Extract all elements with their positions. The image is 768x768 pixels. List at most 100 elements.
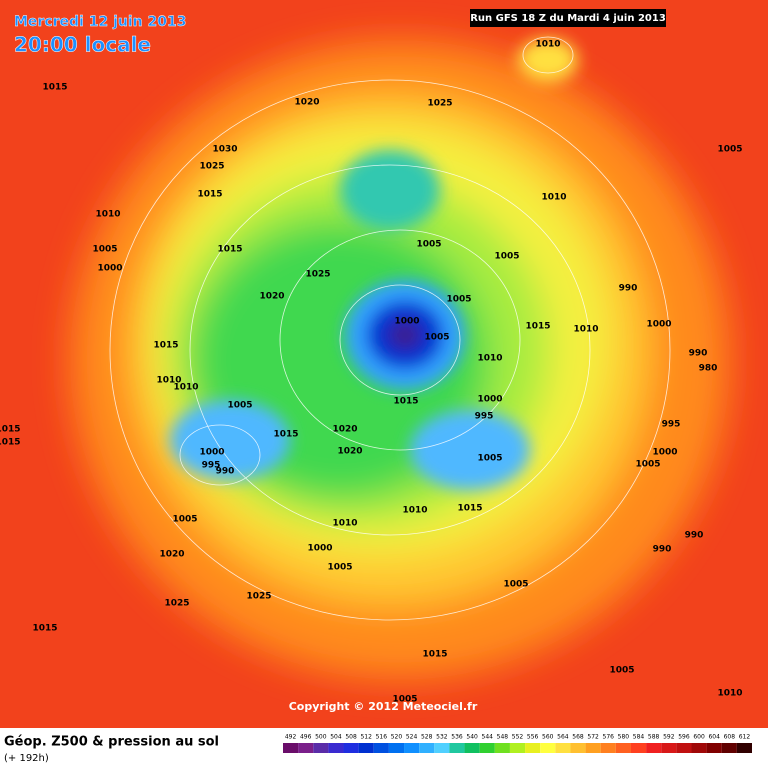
isobar-label: 1005 [717, 145, 742, 155]
scale-swatch [525, 743, 541, 753]
scale-label: 504 [330, 734, 342, 741]
scale-label: 540 [466, 734, 478, 741]
isobar-label: 1005 [327, 563, 352, 573]
scale-label: 548 [497, 734, 509, 741]
isobar-label: 1000 [646, 320, 671, 330]
scale-swatch [373, 743, 389, 753]
footer-lead: (+ 192h) [4, 753, 49, 764]
scale-swatch [479, 743, 495, 753]
isobar-label: 1025 [164, 599, 189, 609]
scale-label: 516 [376, 734, 388, 741]
isobar-label: 1005 [92, 245, 117, 255]
isobar-labels: 1010 1015 1020 1025 1030 1005 1025 1015 1010 1010… [0, 40, 743, 705]
isobar-label: 1010 [573, 325, 598, 335]
isobar-label: 1020 [259, 292, 284, 302]
isobar-label: 1025 [246, 592, 271, 602]
scale-label: 544 [482, 734, 494, 741]
isobar-label: 1015 [525, 322, 550, 332]
isobar-label: 1005 [477, 454, 502, 464]
scale-label: 576 [603, 734, 615, 741]
scale-label: 512 [360, 734, 372, 741]
isobar-label: 980 [699, 364, 718, 374]
isobar-label: 1000 [307, 544, 332, 554]
isobar-label: 995 [475, 412, 494, 422]
isobar-label: 1010 [541, 193, 566, 203]
isobar-label: 1005 [503, 580, 528, 590]
color-scale: 492 496 500 504 508 512 516 520 524 528 532 536 540 5… [283, 734, 752, 753]
scale-label: 500 [315, 734, 327, 741]
isobar-label: 990 [619, 284, 638, 294]
scale-label: 580 [618, 734, 630, 741]
scale-swatch [585, 743, 601, 753]
scale-label: 508 [345, 734, 357, 741]
scale-swatch [570, 743, 586, 753]
isobar-label: 1010 [95, 210, 120, 220]
scale-swatch [736, 743, 752, 753]
scale-label: 592 [663, 734, 675, 741]
footer-title: Géop. Z500 & pression au sol [4, 735, 219, 750]
isobar-label: 1010 [535, 40, 560, 50]
isobar-label: 1005 [392, 695, 417, 705]
isobar-label: 1005 [424, 333, 449, 343]
isobar-label: 1005 [635, 460, 660, 470]
isobar-label: 1010 [717, 689, 742, 699]
isobar-label: 1015 [153, 341, 178, 351]
scale-label: 604 [708, 734, 720, 741]
scale-label: 572 [587, 734, 599, 741]
scale-label: 556 [527, 734, 539, 741]
scale-label: 588 [648, 734, 660, 741]
scale-label: 612 [739, 734, 751, 741]
scale-label: 536 [451, 734, 463, 741]
scale-label: 528 [421, 734, 433, 741]
isobar-label: 990 [216, 467, 235, 477]
map-field [0, 0, 768, 728]
scale-swatch [313, 743, 329, 753]
isobar-label: 1005 [446, 295, 471, 305]
scale-swatch [661, 743, 677, 753]
scale-swatch [600, 743, 616, 753]
scale-swatch [328, 743, 344, 753]
isobar-label: 1000 [199, 448, 224, 458]
isobar-label: 1000 [652, 448, 677, 458]
scale-label: 568 [572, 734, 584, 741]
scale-swatch [434, 743, 450, 753]
isobar-label: 1005 [416, 240, 441, 250]
scale-swatch [464, 743, 480, 753]
scale-swatch [358, 743, 374, 753]
isobar-label: 1015 [0, 425, 21, 435]
scale-swatch [283, 743, 299, 753]
isobar-label: 1020 [294, 98, 319, 108]
scale-swatch [404, 743, 420, 753]
copyright: Copyright © 2012 Meteociel.fr [289, 700, 478, 713]
scale-label: 596 [678, 734, 690, 741]
isobar-label: 1015 [217, 245, 242, 255]
isobar-label: 1025 [427, 99, 452, 109]
isobar-label: 1000 [394, 317, 419, 327]
scale-swatch [449, 743, 465, 753]
isobar-label: 1020 [332, 425, 357, 435]
isobar-label: 1015 [422, 650, 447, 660]
scale-swatch [691, 743, 707, 753]
scale-swatch [555, 743, 571, 753]
run: Run GFS 18 Z du Mardi 4 juin 2013 [470, 13, 666, 24]
isobar-label: 1000 [477, 395, 502, 405]
run-box [470, 9, 666, 27]
scale-swatch [706, 743, 722, 753]
scale-label: 600 [693, 734, 705, 741]
scale-label: 564 [557, 734, 569, 741]
scale-label: 552 [512, 734, 524, 741]
isobar-label: 1030 [212, 145, 237, 155]
isobar-label: 1010 [477, 354, 502, 364]
isobar-label: 990 [685, 531, 704, 541]
isobar-label: 1010 [402, 506, 427, 516]
scale-label: 560 [542, 734, 554, 741]
isobar-label: 1015 [32, 624, 57, 634]
scale-swatch [509, 743, 526, 753]
scale-label: 524 [406, 734, 418, 741]
isobar-label: 990 [689, 349, 708, 359]
isobar-label: 995 [202, 461, 221, 471]
isobar-label: 1015 [457, 504, 482, 514]
scale-label: 520 [391, 734, 403, 741]
